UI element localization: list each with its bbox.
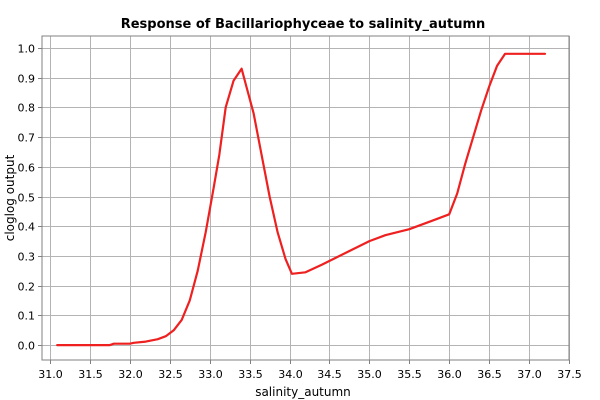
y-tick-label: 0.4 <box>18 221 36 234</box>
x-tick-label: 36.0 <box>437 368 462 381</box>
x-tick-label: 31.0 <box>38 368 63 381</box>
x-tick-label: 35.0 <box>357 368 382 381</box>
x-axis-label: salinity_autumn <box>255 385 351 399</box>
x-tick-label: 33.5 <box>238 368 263 381</box>
plot-frame <box>41 35 570 361</box>
series-group <box>56 52 547 347</box>
y-tick-label: 0.6 <box>18 162 36 175</box>
y-tick-label: 1.0 <box>18 43 36 56</box>
y-tick-label: 0.2 <box>18 281 36 294</box>
x-tick-label: 32.0 <box>118 368 143 381</box>
x-tick-label: 34.5 <box>317 368 342 381</box>
x-tick-label: 31.5 <box>78 368 103 381</box>
y-tick-label: 0.1 <box>18 310 36 323</box>
x-tick-label: 32.5 <box>158 368 183 381</box>
x-tick-label: 37.0 <box>517 368 542 381</box>
y-tick-label: 0.8 <box>18 102 36 115</box>
axis-ticks: 31.0 31.5 32.0 32.5 33.0 33.5 34.0 34.5 35.0 35.5… <box>18 43 582 382</box>
y-tick-label: 0.0 <box>18 340 36 353</box>
x-tick-label: 33.0 <box>198 368 223 381</box>
x-tick-label: 36.5 <box>477 368 502 381</box>
y-tick-label: 0.3 <box>18 251 36 264</box>
x-tick-label: 34.0 <box>278 368 303 381</box>
y-tick-label: 0.5 <box>18 192 36 205</box>
y-axis-label: cloglog output <box>3 154 17 241</box>
y-tick-label: 0.9 <box>18 73 36 86</box>
y-tick-label: 0.7 <box>18 132 36 145</box>
response-curve <box>56 52 547 347</box>
x-tick-label: 35.5 <box>397 368 422 381</box>
x-tick-label: 37.5 <box>557 368 582 381</box>
chart-title: Response of Bacillariophyceae to salinit… <box>121 17 486 32</box>
